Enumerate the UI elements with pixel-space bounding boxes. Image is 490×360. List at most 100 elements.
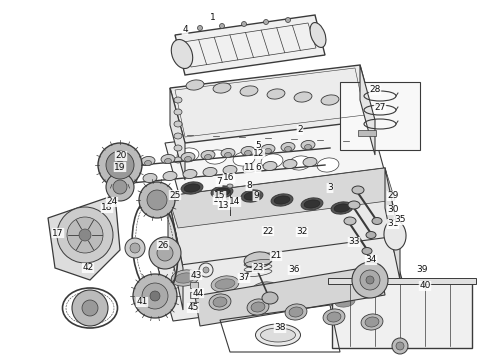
Ellipse shape — [267, 89, 285, 99]
Text: 5: 5 — [255, 140, 261, 149]
Circle shape — [106, 151, 134, 179]
Ellipse shape — [310, 23, 326, 48]
Circle shape — [264, 19, 269, 24]
Circle shape — [203, 267, 209, 273]
Circle shape — [242, 22, 246, 27]
Ellipse shape — [289, 156, 311, 170]
Text: 10: 10 — [213, 195, 225, 204]
Polygon shape — [165, 118, 385, 198]
Ellipse shape — [365, 317, 379, 327]
Ellipse shape — [366, 231, 376, 238]
Bar — [340, 82, 420, 150]
Polygon shape — [158, 237, 405, 321]
Ellipse shape — [240, 86, 258, 96]
Ellipse shape — [294, 92, 312, 102]
Ellipse shape — [334, 204, 350, 212]
Text: 21: 21 — [270, 252, 282, 261]
Text: 40: 40 — [419, 282, 431, 291]
Text: 9: 9 — [253, 192, 259, 201]
Polygon shape — [168, 168, 395, 228]
Text: 6: 6 — [255, 163, 261, 172]
Ellipse shape — [261, 328, 295, 342]
Ellipse shape — [335, 297, 355, 307]
Text: 30: 30 — [387, 206, 399, 215]
Circle shape — [125, 238, 145, 258]
Ellipse shape — [227, 184, 233, 188]
Ellipse shape — [261, 144, 275, 153]
Text: 17: 17 — [52, 229, 64, 238]
Ellipse shape — [186, 80, 204, 90]
Text: 7: 7 — [216, 177, 222, 186]
Ellipse shape — [304, 200, 320, 208]
Ellipse shape — [201, 150, 215, 159]
Ellipse shape — [331, 294, 359, 310]
Ellipse shape — [184, 184, 200, 192]
Ellipse shape — [291, 288, 319, 304]
Circle shape — [157, 245, 173, 261]
Ellipse shape — [174, 133, 182, 139]
Polygon shape — [332, 282, 472, 348]
Ellipse shape — [262, 292, 278, 304]
Ellipse shape — [263, 162, 277, 171]
Bar — [190, 302, 198, 308]
Ellipse shape — [285, 304, 307, 320]
Bar — [190, 292, 198, 298]
Ellipse shape — [211, 186, 233, 198]
Ellipse shape — [233, 152, 255, 166]
Text: 45: 45 — [187, 303, 198, 312]
Ellipse shape — [204, 154, 212, 159]
Circle shape — [130, 243, 140, 253]
Text: 32: 32 — [296, 228, 308, 237]
Text: 28: 28 — [369, 85, 381, 94]
Ellipse shape — [214, 188, 230, 196]
Ellipse shape — [255, 285, 275, 295]
Text: 22: 22 — [262, 226, 273, 235]
Text: 44: 44 — [193, 288, 204, 297]
Ellipse shape — [163, 171, 177, 180]
Circle shape — [150, 291, 160, 301]
Circle shape — [352, 262, 388, 298]
Circle shape — [106, 173, 134, 201]
Circle shape — [286, 18, 291, 22]
Circle shape — [79, 229, 91, 241]
Ellipse shape — [223, 166, 237, 175]
Ellipse shape — [265, 148, 271, 153]
Ellipse shape — [384, 220, 406, 250]
Text: 42: 42 — [82, 264, 94, 273]
Text: 34: 34 — [366, 256, 377, 265]
Ellipse shape — [172, 40, 193, 68]
Ellipse shape — [362, 248, 372, 255]
Text: 27: 27 — [374, 104, 386, 112]
Text: 16: 16 — [223, 174, 235, 183]
Text: 33: 33 — [348, 238, 360, 247]
Ellipse shape — [244, 252, 272, 268]
Polygon shape — [168, 196, 183, 310]
Ellipse shape — [213, 83, 231, 93]
Text: 12: 12 — [253, 149, 265, 158]
Text: 19: 19 — [114, 162, 126, 171]
Ellipse shape — [331, 202, 353, 214]
Ellipse shape — [247, 299, 269, 315]
Text: 38: 38 — [274, 324, 286, 333]
Ellipse shape — [181, 182, 203, 194]
Ellipse shape — [344, 217, 356, 225]
Circle shape — [113, 180, 127, 194]
Ellipse shape — [361, 314, 383, 330]
Circle shape — [72, 290, 108, 326]
Circle shape — [133, 274, 177, 318]
Circle shape — [197, 26, 202, 31]
Text: 31: 31 — [387, 220, 399, 229]
Polygon shape — [195, 265, 385, 326]
Circle shape — [116, 161, 124, 169]
Text: 1: 1 — [210, 13, 216, 22]
Ellipse shape — [303, 157, 317, 167]
Ellipse shape — [221, 148, 235, 158]
Ellipse shape — [295, 291, 315, 301]
Ellipse shape — [243, 163, 257, 172]
Ellipse shape — [171, 270, 199, 286]
Ellipse shape — [174, 109, 182, 115]
Circle shape — [147, 190, 167, 210]
Text: 15: 15 — [214, 192, 226, 201]
Ellipse shape — [255, 324, 300, 346]
Text: 26: 26 — [157, 240, 169, 249]
